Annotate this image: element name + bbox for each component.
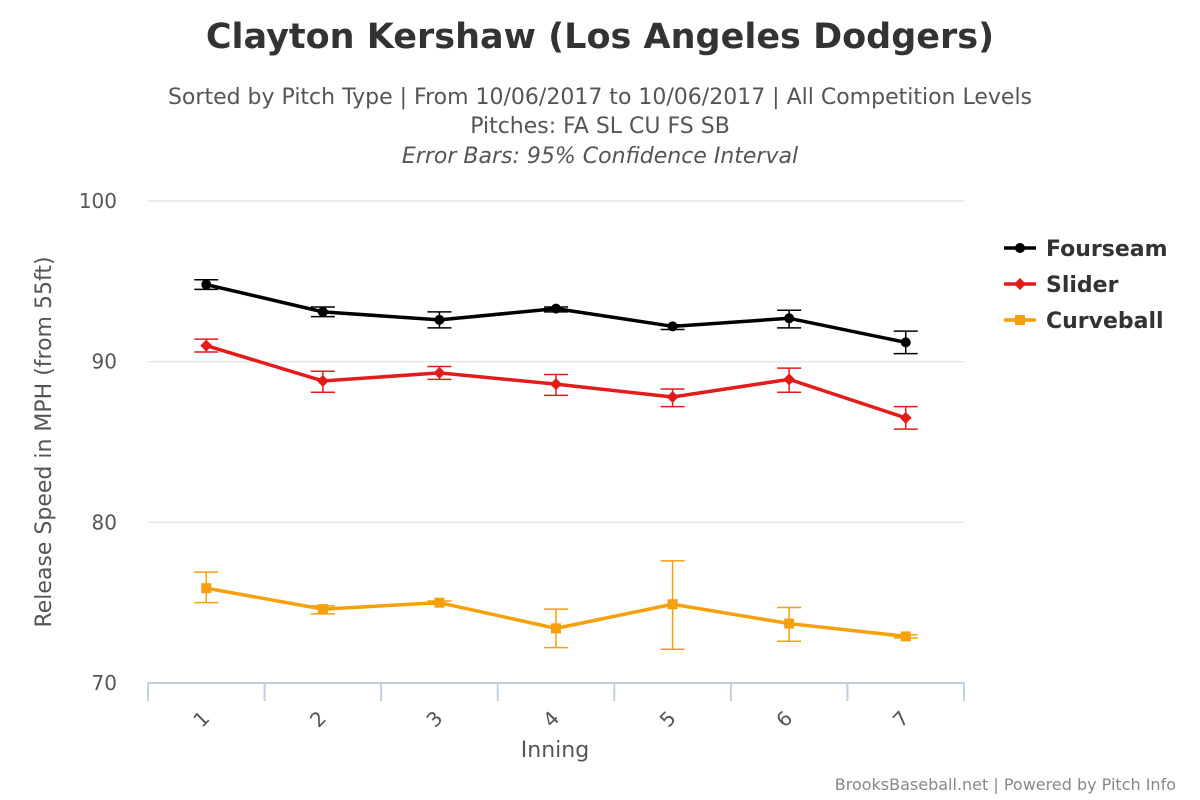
y-tick-label: 70 xyxy=(92,671,117,695)
credits: BrooksBaseball.net | Powered by Pitch In… xyxy=(835,775,1176,794)
data-point xyxy=(900,631,911,642)
x-tick-label: 3 xyxy=(421,706,447,732)
data-point xyxy=(201,583,212,594)
series-slider xyxy=(194,338,918,430)
legend-marker xyxy=(1015,315,1025,325)
x-tick-label: 6 xyxy=(771,706,797,732)
data-point xyxy=(434,314,445,325)
x-tick-label: 5 xyxy=(655,706,681,732)
data-point xyxy=(784,618,795,629)
data-point xyxy=(550,378,562,391)
data-point xyxy=(200,339,213,352)
data-point xyxy=(201,279,212,290)
data-point xyxy=(317,604,328,615)
data-point xyxy=(433,366,446,379)
legend-label: Slider xyxy=(1046,273,1119,298)
series-curveball xyxy=(194,560,918,651)
data-point xyxy=(316,374,329,387)
chart-subtitle-line-2: Pitches: FA SL CU FS SB xyxy=(470,114,730,139)
y-tick-label: 80 xyxy=(92,510,117,534)
x-tick-label: 4 xyxy=(538,706,564,732)
grid xyxy=(148,200,964,524)
y-axis: 70 80 90 100 xyxy=(79,189,117,695)
legend-label: Curveball xyxy=(1046,309,1164,334)
data-point xyxy=(900,337,911,348)
y-tick-label: 100 xyxy=(79,189,117,213)
data-point xyxy=(434,597,445,608)
series-fourseam xyxy=(194,278,918,355)
data-point xyxy=(667,599,678,610)
data-point xyxy=(317,306,328,317)
chart-subtitle-line-1: Sorted by Pitch Type | From 10/06/2017 t… xyxy=(168,85,1032,110)
legend: Fourseam Slider Curveball xyxy=(1004,237,1168,334)
legend-marker xyxy=(1015,243,1025,253)
legend-label: Fourseam xyxy=(1046,237,1168,262)
data-point xyxy=(667,321,678,332)
x-axis-title: Inning xyxy=(521,738,589,763)
data-point xyxy=(666,391,679,404)
chart-title: Clayton Kershaw (Los Angeles Dodgers) xyxy=(206,17,994,57)
legend-item-slider[interactable]: Slider xyxy=(1004,273,1119,298)
data-point xyxy=(783,373,796,386)
y-axis-title: Release Speed in MPH (from 55ft) xyxy=(32,256,57,627)
legend-item-curveball[interactable]: Curveball xyxy=(1004,309,1164,334)
chart-subtitle-error-bars: Error Bars: 95% Confidence Interval xyxy=(402,144,798,169)
legend-marker xyxy=(1014,278,1026,290)
series-layer xyxy=(194,278,918,651)
x-tick-label: 1 xyxy=(188,706,214,732)
data-point xyxy=(899,411,912,424)
legend-item-fourseam[interactable]: Fourseam xyxy=(1004,237,1168,262)
y-tick-label: 90 xyxy=(92,350,117,374)
data-point xyxy=(551,303,561,314)
data-point xyxy=(551,623,561,634)
x-tick-label: 2 xyxy=(305,706,331,732)
data-point xyxy=(784,313,795,324)
x-tick-label: 7 xyxy=(888,706,914,732)
x-axis: 1 2 3 4 5 6 7 xyxy=(147,682,965,732)
